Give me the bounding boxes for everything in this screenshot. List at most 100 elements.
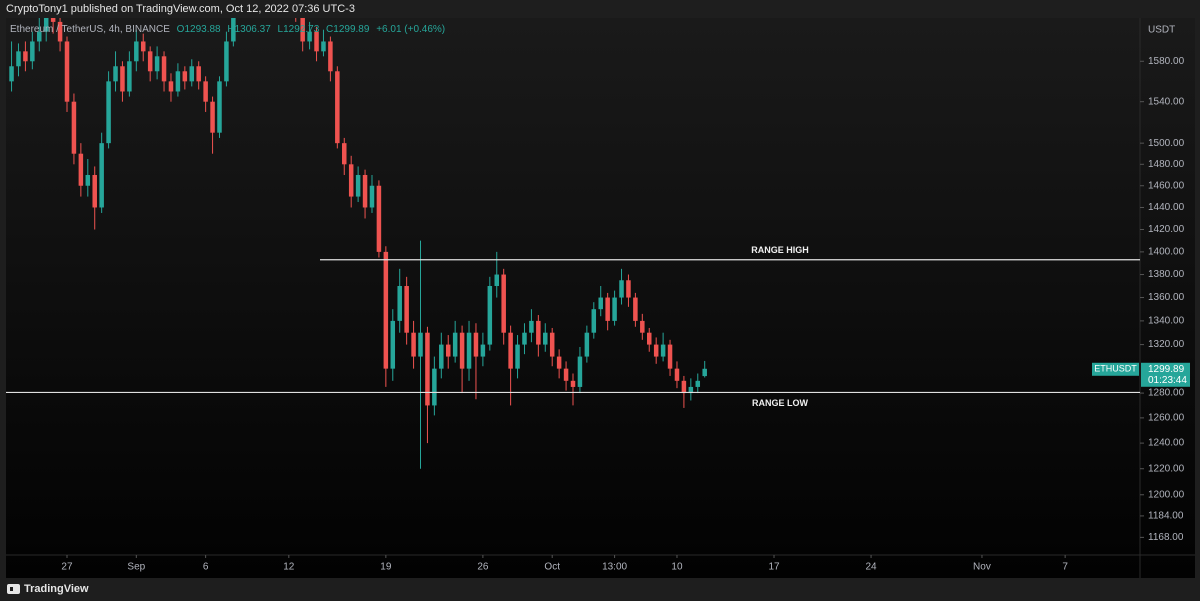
candle-body [452,332,458,357]
candle-body [217,81,222,133]
candle-body [57,21,63,42]
candle-body [418,332,423,357]
candle-body [64,41,70,102]
symbol-tag [1092,362,1139,376]
symbol-name: Ethereum / TetherUS, 4h, BINANCE [10,24,170,35]
y-tick-label: 1420.00 [1148,224,1185,235]
candle-body [335,71,340,144]
candle-body [168,81,174,92]
y-tick-label: 1280.00 [1148,388,1185,399]
y-tick-label: 1580.00 [1148,56,1185,67]
candle-body [161,56,167,82]
y-tick-label: 1168.00 [1148,532,1184,543]
candle-body [376,185,382,252]
candle-body [591,309,597,333]
symbol-legend: Ethereum / TetherUS, 4h, BINANCE O1293.8… [10,24,445,35]
candle-body [480,344,486,357]
candle-body [9,66,14,82]
candle-body [660,344,666,357]
candle-body [321,41,326,52]
ohlc-value: L1292.73 [277,24,320,35]
candle-body [348,164,354,197]
candle-body [633,297,638,321]
candle-body [543,332,548,345]
y-tick-label: 1340.00 [1148,316,1185,327]
candle-body [314,31,319,52]
candle-body [23,51,28,62]
candle-body [383,251,389,369]
candle-body [695,380,701,387]
x-tick-label: 6 [203,562,209,573]
candle-body [30,41,35,62]
y-tick-label: 1500.00 [1148,138,1185,149]
candle-body [626,280,631,298]
candle-body [522,332,527,345]
candle-body [342,143,347,165]
candle-body [404,286,409,333]
ohlc-change: +6.01 (+0.46%) [376,24,446,35]
candle-body [307,31,312,42]
y-tick-label: 1240.00 [1148,438,1185,449]
x-tick-label: 7 [1062,562,1068,573]
candle-body [238,0,243,3]
countdown-label: 01:23:44 [1148,375,1187,386]
ohlc-value: C1299.89 [326,24,370,35]
candle-body [182,71,188,82]
y-tick-label: 1220.00 [1148,463,1185,474]
candle-body [674,368,680,381]
candle-body [459,332,465,369]
publish-info: CryptoTony1 published on TradingView.com… [6,3,355,15]
candle-body [612,297,617,321]
candle-body [127,61,132,92]
candle-body [640,320,645,333]
y-tick-label: 1440.00 [1148,202,1185,213]
candle-body [397,286,402,321]
x-tick-label: Nov [973,562,991,573]
candle-body [106,81,111,144]
y-tick-label: 1320.00 [1148,339,1185,350]
x-tick-label: 24 [865,562,877,573]
candle-body [78,153,84,186]
candle-body [653,344,659,357]
candle-body [494,274,500,287]
candle-body [556,356,562,369]
candle-body [646,332,652,345]
candle-body [43,18,49,32]
y-tick-label: 1540.00 [1148,96,1185,107]
axes: 1580.00 1540.00 1500.00 1480.00 1460.00 1440.… [61,56,1190,573]
candle-body [300,18,305,42]
candle-body [425,332,430,406]
candle-body [508,332,513,369]
candle-body [605,297,610,321]
candle-body [210,101,215,133]
brand-logo [7,584,20,594]
plot-area [6,0,1140,469]
candle-body [439,344,444,369]
candle-body [577,356,583,387]
y-tick-label: 1200.00 [1148,489,1185,500]
candle-body [432,368,437,406]
candle-body [702,368,707,377]
candle-body [120,66,125,92]
candle-body [549,332,555,357]
candle-body [355,174,361,197]
candle-body [390,320,396,369]
candle-body [231,18,236,42]
candle-body [619,280,624,298]
x-tick-label: 17 [768,562,780,573]
x-tick-label: 27 [61,562,73,573]
candle-body [113,66,118,82]
candle-body [196,66,201,82]
candle-body [328,41,333,72]
candle-body [563,368,569,381]
candle-body [598,297,603,310]
candle-body [50,18,56,22]
y-tick-label: 1460.00 [1148,180,1185,191]
candle-body [445,344,451,357]
candle-body [134,41,139,62]
candle-body [16,51,21,67]
brand-name: TradingView [24,583,89,595]
candle-body [293,0,298,12]
candle-body [466,332,472,369]
